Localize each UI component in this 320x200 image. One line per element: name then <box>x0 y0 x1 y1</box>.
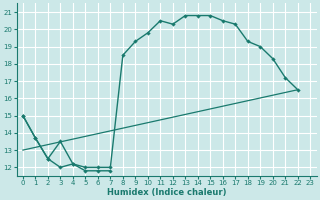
X-axis label: Humidex (Indice chaleur): Humidex (Indice chaleur) <box>107 188 226 197</box>
